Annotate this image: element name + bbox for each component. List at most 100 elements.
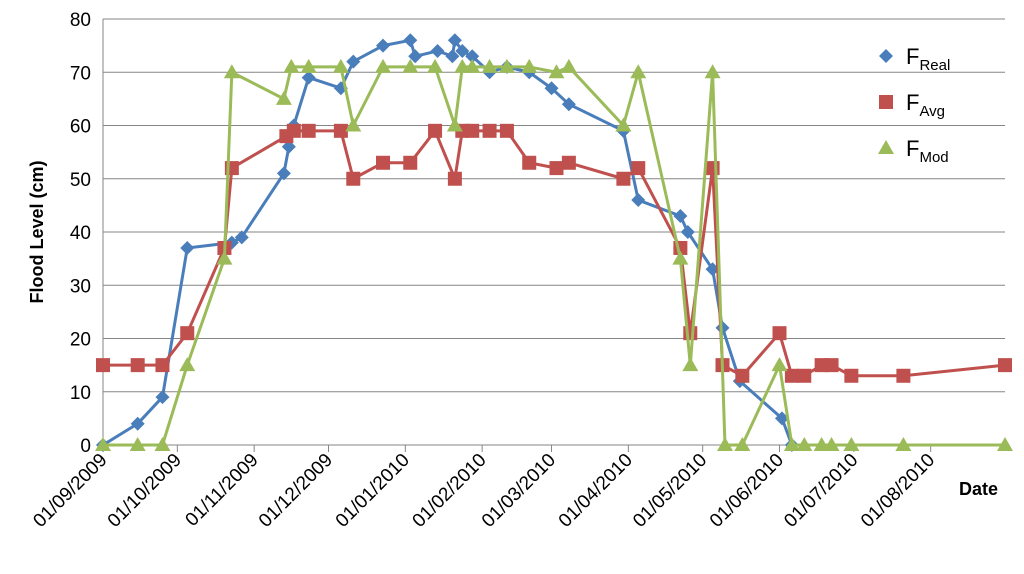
y-tick-label: 40	[70, 223, 91, 244]
data-point	[130, 358, 145, 373]
x-tick-label: 01/02/2010	[409, 450, 491, 532]
data-point	[427, 58, 444, 73]
data-point	[300, 58, 317, 73]
x-tick-label: 01/07/2010	[780, 450, 862, 532]
data-point	[234, 230, 249, 245]
legend-marker	[879, 49, 893, 63]
legend-label-main: F	[906, 90, 919, 115]
data-point	[680, 225, 695, 239]
data-point	[180, 240, 195, 255]
x-axis-title: Date	[959, 479, 998, 499]
data-point	[783, 437, 800, 451]
legend-label-main: F	[906, 44, 919, 69]
data-point	[549, 161, 564, 176]
series-avg	[96, 123, 1012, 383]
data-point	[375, 58, 392, 73]
data-point	[548, 64, 565, 79]
data-point	[428, 123, 443, 138]
data-point	[155, 358, 170, 373]
data-point	[346, 54, 361, 69]
y-tick-label: 30	[70, 276, 91, 297]
data-point	[774, 411, 789, 426]
data-point	[179, 357, 196, 372]
data-point	[896, 368, 911, 383]
data-point	[682, 357, 699, 372]
data-point	[376, 38, 391, 53]
data-point	[333, 123, 348, 138]
legend-label: FReal	[906, 44, 950, 74]
data-point	[735, 368, 750, 383]
data-point	[895, 437, 912, 451]
data-point	[332, 58, 349, 73]
data-point	[403, 33, 418, 48]
data-point	[301, 123, 316, 138]
data-point	[447, 171, 462, 186]
data-point	[498, 58, 515, 73]
x-tick-labels: 01/09/200901/10/200901/11/200901/12/2009…	[29, 450, 939, 532]
data-point	[844, 368, 859, 383]
data-point	[616, 171, 631, 186]
data-point	[482, 123, 497, 138]
data-point	[797, 368, 812, 383]
data-point	[544, 81, 559, 96]
data-point	[771, 357, 788, 372]
data-point	[784, 368, 799, 383]
data-point	[672, 250, 689, 265]
data-point	[704, 64, 721, 79]
data-point	[281, 139, 296, 154]
y-tick-labels: 0 10 20 30 40 50 60 70 80	[70, 10, 91, 457]
data-point	[346, 171, 361, 186]
data-point	[155, 390, 170, 405]
y-tick-label: 10	[70, 383, 91, 404]
x-tick-label: 01/05/2010	[629, 450, 711, 532]
data-point	[998, 358, 1012, 373]
data-point	[402, 58, 419, 73]
gridlines	[103, 18, 1005, 393]
data-point	[376, 155, 391, 170]
data-point	[560, 58, 577, 73]
series-line	[102, 38, 794, 447]
data-point	[403, 155, 418, 170]
data-point	[447, 33, 462, 48]
legend-label: FMod	[906, 136, 949, 166]
y-tick-label: 0	[80, 436, 91, 457]
data-point	[631, 161, 646, 176]
legend-label-subscript: Mod	[919, 149, 948, 166]
y-tick-label: 60	[70, 117, 91, 138]
data-point	[823, 437, 840, 451]
data-point	[843, 437, 860, 451]
x-tick-label: 01/11/2009	[182, 450, 263, 531]
legend-marker	[879, 95, 893, 109]
data-point	[716, 437, 733, 451]
data-point	[130, 416, 145, 431]
legend-label-subscript: Avg	[919, 103, 945, 120]
data-point	[464, 58, 481, 73]
data-point	[154, 437, 171, 451]
data-point	[631, 193, 646, 208]
data-point	[796, 437, 813, 451]
x-tick-label: 01/12/2009	[255, 450, 337, 532]
data-point	[673, 209, 688, 224]
x-tick-label: 01/04/2010	[555, 450, 637, 532]
data-point	[997, 437, 1013, 451]
series-line	[103, 65, 1005, 447]
data-point	[345, 117, 362, 132]
x-tick-label: 01/10/2009	[104, 450, 186, 532]
data-point	[275, 90, 292, 105]
data-point	[824, 358, 839, 373]
data-point	[465, 49, 480, 64]
data-point	[561, 97, 576, 112]
data-point	[286, 123, 301, 138]
legend-label-main: F	[906, 136, 919, 161]
data-point	[561, 155, 576, 170]
data-point	[445, 49, 460, 64]
x-tick-label: 01/06/2010	[706, 450, 788, 532]
data-point	[283, 58, 300, 73]
data-point	[216, 250, 233, 265]
y-tick-label: 70	[70, 63, 91, 84]
legend-label-subscript: Real	[919, 57, 950, 74]
legend-label: FAvg	[906, 90, 945, 120]
data-point	[705, 161, 720, 176]
